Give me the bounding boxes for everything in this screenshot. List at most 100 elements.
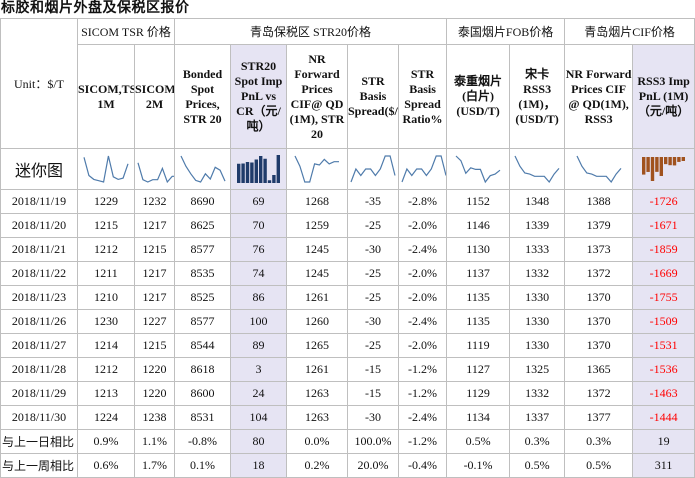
table-cell: 69 — [230, 189, 287, 214]
table-cell: -2.0% — [397, 285, 448, 310]
sparkline-bar — [254, 159, 258, 183]
table-cell: 8600 — [174, 381, 231, 406]
sparkline-line — [137, 162, 174, 184]
sparkline-line — [576, 155, 622, 184]
sparkline-bar — [236, 163, 240, 183]
group-qingdao-str20: 青岛保税区 STR20价格 — [173, 18, 448, 45]
summary-cell: 80 — [230, 429, 287, 454]
sparkline-label: 迷你图 — [0, 148, 78, 190]
group-header-row: Unit：$/T SICOM TSR 价格 青岛保税区 STR20价格 泰国烟片… — [0, 18, 695, 149]
table-cell: 8525 — [174, 285, 231, 310]
summary-cell: -1.2% — [397, 429, 448, 454]
sparkline-cell — [632, 148, 695, 190]
table-cell: 1238 — [134, 405, 175, 430]
table-cell: 1152 — [446, 189, 511, 214]
sparkline-svg — [137, 162, 174, 184]
table-cell: 104 — [230, 405, 287, 430]
table-cell: -35 — [347, 189, 399, 214]
table-cell: 1370 — [564, 285, 634, 310]
col-header: NR Forward Prices CIF @ QD(1M), RSS3 — [564, 44, 634, 149]
table-cell: -15 — [347, 381, 399, 406]
sparkline-bar — [645, 157, 650, 172]
summary-cell: 0.5% — [446, 429, 511, 454]
summary-cell: -0.8% — [174, 429, 231, 454]
table-cell: -15 — [347, 357, 399, 382]
table-cell: -30 — [347, 309, 399, 334]
col-header: Bonded Spot Prices, STR 20 — [174, 44, 231, 149]
table-cell: -30 — [347, 237, 399, 262]
sparkline-bar — [672, 157, 676, 166]
summary-rows: 与上一日相比 0.9% 1.1% -0.8% 80 0.0% 100.0% -1.2% 0.5%… — [0, 429, 695, 478]
table-cell: 74 — [230, 261, 287, 286]
table-cell: 1217 — [134, 261, 175, 286]
table-cell: 1348 — [509, 189, 566, 214]
table-cell: -1531 — [632, 333, 695, 358]
table-cell: 1259 — [286, 213, 348, 238]
table-cell: 1129 — [446, 381, 511, 406]
table-cell: 89 — [230, 333, 287, 358]
sparkline-bar — [654, 157, 659, 172]
table-cell: 1119 — [446, 333, 511, 358]
table-cell: -2.0% — [397, 213, 448, 238]
summary-cell: 0.3% — [564, 429, 634, 454]
col-header: STR Basis Spread Ratio% — [397, 44, 448, 149]
sparkline-bar — [676, 157, 681, 162]
table-cell: -2.4% — [397, 405, 448, 430]
table-cell: 8618 — [174, 357, 231, 382]
table-cell: 1212 — [77, 237, 135, 262]
table-cell: 70 — [230, 213, 287, 238]
table-cell: -1859 — [632, 237, 695, 262]
table-cell: 1135 — [446, 309, 511, 334]
summary-cell: 19 — [632, 429, 695, 454]
summary-label: 与上一日相比 — [0, 429, 78, 454]
table-cell: 1227 — [134, 309, 175, 334]
sparkline-bar — [240, 163, 245, 183]
row-date: 2018/11/27 — [0, 333, 78, 358]
table-cell: -2.4% — [397, 309, 448, 334]
table-row: 2018/11/29 1213 1220 8600 24 1263 -15 -1.2% 1129… — [0, 381, 695, 406]
sparkline-line — [455, 155, 501, 184]
row-date: 2018/11/20 — [0, 213, 78, 238]
group-qingdao-cif: 青岛烟片CIF价格 — [564, 18, 695, 45]
table-cell: 1372 — [564, 381, 634, 406]
table-cell: 8535 — [174, 261, 231, 286]
sparkline-bar — [667, 157, 672, 166]
table-cell: -25 — [347, 285, 399, 310]
table-cell: 100 — [230, 309, 287, 334]
table-cell: 1245 — [286, 261, 348, 286]
sparkline-cell — [286, 148, 348, 190]
sparkline-bar — [267, 180, 271, 183]
table-cell: 1330 — [509, 285, 566, 310]
table-row: 2018/11/23 1210 1217 8525 86 1261 -25 -2.0% 1135… — [0, 285, 695, 310]
table-cell: 1210 — [77, 285, 135, 310]
col-header: STR Basis Spread($/T) — [347, 44, 399, 149]
table-cell: 1211 — [77, 261, 135, 286]
table-cell: 8690 — [174, 189, 231, 214]
group-sicom: SICOM TSR 价格 — [77, 18, 175, 45]
sparkline-bar — [245, 162, 249, 183]
row-date: 2018/11/19 — [0, 189, 78, 214]
summary-cell: 0.5% — [564, 453, 634, 478]
summary-cell: 0.6% — [77, 453, 135, 478]
sparkline-svg — [236, 155, 280, 183]
sparkline-bar — [659, 157, 663, 176]
sparkline-svg — [401, 155, 446, 183]
sparkline-bar — [663, 157, 667, 165]
sparkline-svg — [514, 155, 560, 184]
sparkline-line — [294, 155, 339, 183]
table-row: 2018/11/30 1224 1238 8531 104 1263 -30 -2.4% 113… — [0, 405, 695, 430]
table-cell: 1213 — [77, 381, 135, 406]
table-cell: -1726 — [632, 189, 695, 214]
table-cell: 1215 — [134, 333, 175, 358]
table-cell: 86 — [230, 285, 287, 310]
table-cell: 1220 — [134, 357, 175, 382]
table-cell: 1215 — [134, 237, 175, 262]
col-header: SICOM,TSR, 1M — [77, 44, 135, 149]
table-cell: 8625 — [174, 213, 231, 238]
sparkline-cell — [174, 148, 231, 190]
table-cell: 1325 — [509, 357, 566, 382]
table-cell: 1379 — [564, 213, 634, 238]
table-cell: 1330 — [509, 333, 566, 358]
table-cell: 1365 — [564, 357, 634, 382]
col-header: STR20 Spot Imp PnL vs CR（元/吨） — [230, 44, 287, 149]
